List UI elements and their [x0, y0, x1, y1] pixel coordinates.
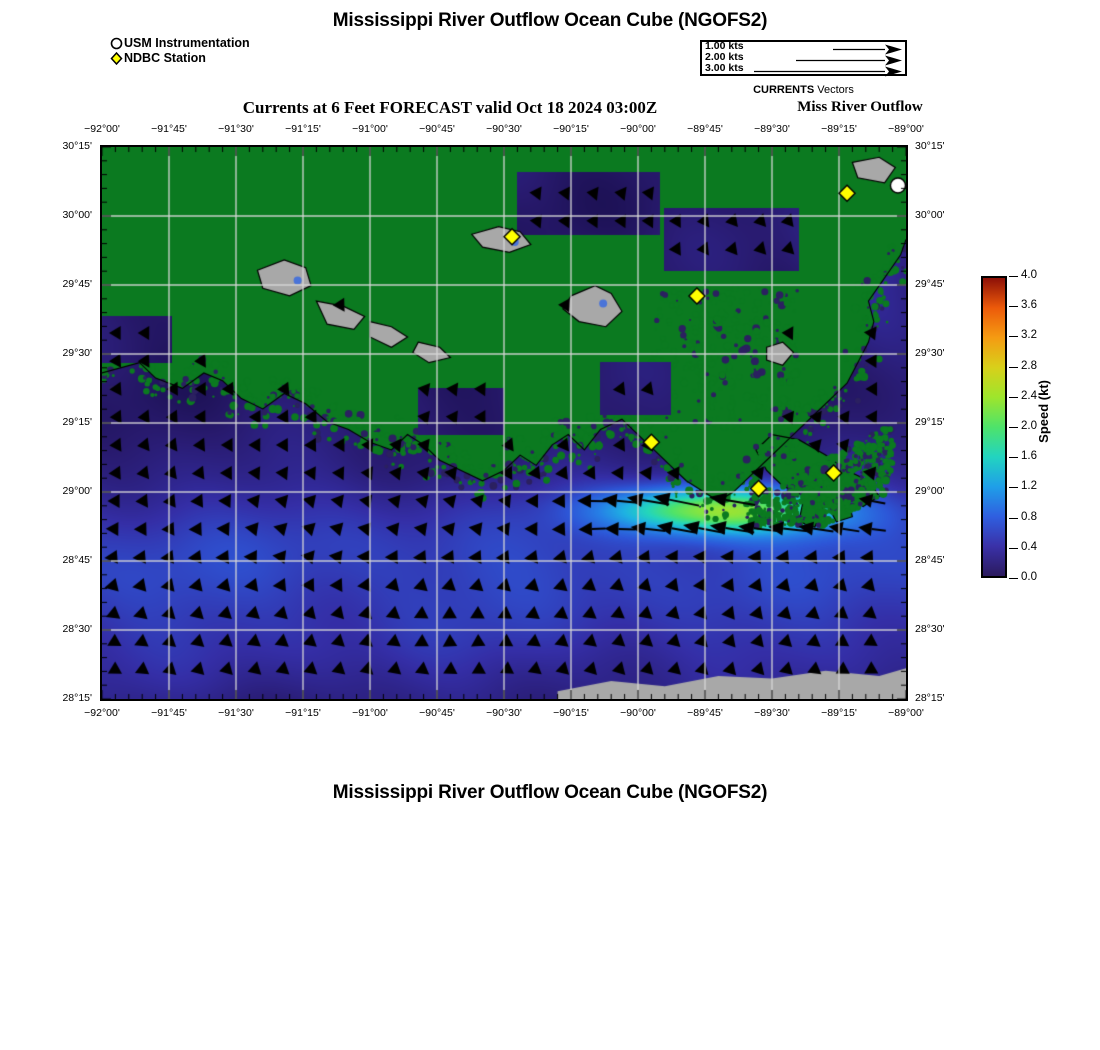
- legend-item-usm: USM Instrumentation: [108, 36, 250, 50]
- x-tick-label-top-8: −90°00': [620, 123, 656, 135]
- colorbar-tick-9: [1009, 547, 1018, 549]
- vector-scale-caption: CURRENTS Vectors: [700, 84, 907, 96]
- region-label: Miss River Outflow: [797, 99, 923, 115]
- circle-marker-icon: [108, 36, 124, 50]
- y-tick-label-left-7: 28°30': [62, 623, 92, 635]
- colorbar-tick-1: [1009, 306, 1018, 308]
- diamond-marker-icon: [108, 51, 124, 65]
- x-tick-label-top-6: −90°30': [486, 123, 522, 135]
- vector-scale-row-3: 3.00 kts: [702, 62, 905, 77]
- colorbar-tick-label-5: 2.0: [1021, 420, 1037, 432]
- y-tick-label-right-4: 29°15': [915, 416, 945, 428]
- colorbar-tick-label-7: 1.2: [1021, 480, 1037, 493]
- y-tick-label-right-8: 28°15': [915, 692, 945, 704]
- colorbar: [981, 276, 1007, 578]
- x-tick-label-top-0: −92°00': [84, 123, 120, 135]
- vector-arrow-icon-1: [823, 42, 903, 55]
- x-tick-label-top-2: −91°30': [218, 123, 254, 135]
- colorbar-tick-label-4: 2.4: [1021, 389, 1037, 402]
- colorbar-title: Speed (kt): [1036, 380, 1051, 443]
- y-tick-label-left-4: 29°15': [62, 416, 92, 428]
- y-tick-label-left-3: 29°30': [62, 347, 92, 359]
- vector-scale-row-1: 1.00 kts: [702, 40, 905, 55]
- x-tick-label-bottom-1: −91°45': [151, 707, 187, 719]
- vector-scale-label-2: 2.00 kts: [705, 51, 744, 63]
- x-tick-label-top-4: −91°00': [352, 123, 388, 135]
- currents-map-canvas[interactable]: [102, 147, 906, 699]
- colorbar-tick-label-9: 0.4: [1021, 540, 1037, 553]
- colorbar-tick-0: [1009, 276, 1018, 277]
- colorbar-tick-label-6: 1.6: [1021, 450, 1037, 463]
- vector-scale-label-1: 1.00 kts: [705, 40, 744, 52]
- legend-label-ndbc: NDBC Station: [124, 51, 206, 65]
- x-tick-label-top-7: −90°15': [553, 123, 589, 135]
- x-tick-label-bottom-12: −89°00': [888, 707, 924, 719]
- legend-item-ndbc: NDBC Station: [108, 51, 250, 65]
- x-tick-label-top-3: −91°15': [285, 123, 321, 135]
- x-tick-label-bottom-8: −90°00': [620, 707, 656, 719]
- y-tick-label-right-5: 29°00': [915, 485, 945, 497]
- x-tick-label-bottom-4: −91°00': [352, 707, 388, 719]
- x-tick-label-bottom-3: −91°15': [285, 707, 321, 719]
- y-tick-label-right-2: 29°45': [915, 278, 945, 290]
- x-tick-label-bottom-11: −89°15': [821, 707, 857, 719]
- colorbar-tick-5: [1009, 427, 1018, 428]
- chart-subtitle: Currents at 6 Feet FORECAST valid Oct 18…: [242, 98, 658, 117]
- colorbar-tick-4: [1009, 396, 1018, 398]
- x-tick-label-bottom-0: −92°00': [84, 707, 120, 719]
- x-tick-label-bottom-9: −89°45': [687, 707, 723, 719]
- y-tick-label-left-2: 29°45': [62, 278, 92, 290]
- colorbar-tick-10: [1009, 578, 1018, 579]
- vector-scale-caption-bold: CURRENTS: [753, 84, 815, 96]
- x-tick-label-top-12: −89°00': [888, 123, 924, 135]
- page-title: Mississippi River Outflow Ocean Cube (NG…: [332, 10, 768, 31]
- x-tick-label-bottom-5: −90°45': [419, 707, 455, 719]
- colorbar-tick-label-10: 0.0: [1021, 571, 1037, 583]
- marker-legend: USM Instrumentation NDBC Station: [108, 36, 250, 66]
- vector-scale-legend: 1.00 kts 2.00 kts 3.00 kts: [700, 40, 907, 77]
- colorbar-tick-label-3: 2.8: [1021, 359, 1037, 372]
- x-tick-label-top-9: −89°45': [687, 123, 723, 135]
- x-tick-label-bottom-6: −90°30': [486, 707, 522, 719]
- x-tick-label-top-5: −90°45': [419, 123, 455, 135]
- colorbar-tick-label-8: 0.8: [1021, 510, 1037, 523]
- y-tick-label-right-7: 28°30': [915, 623, 945, 635]
- x-tick-label-bottom-10: −89°30': [754, 707, 790, 719]
- x-tick-label-bottom-7: −90°15': [553, 707, 589, 719]
- vector-scale-label-3: 3.00 kts: [705, 62, 744, 74]
- x-tick-label-bottom-2: −91°30': [218, 707, 254, 719]
- x-tick-label-top-10: −89°30': [754, 123, 790, 135]
- y-tick-label-left-1: 30°00': [62, 209, 92, 221]
- y-tick-label-left-6: 28°45': [62, 554, 92, 566]
- y-tick-label-right-3: 29°30': [915, 347, 945, 359]
- colorbar-tick-2: [1009, 336, 1018, 338]
- x-tick-label-top-11: −89°15': [821, 123, 857, 135]
- y-tick-label-right-1: 30°00': [915, 209, 945, 221]
- vector-arrow-icon-2: [788, 53, 903, 66]
- y-tick-label-left-0: 30°15': [62, 140, 92, 152]
- colorbar-tick-6: [1009, 457, 1018, 459]
- x-tick-label-top-1: −91°45': [151, 123, 187, 135]
- bottom-title: Mississippi River Outflow Ocean Cube (NG…: [332, 782, 768, 803]
- y-tick-label-right-0: 30°15': [915, 140, 945, 152]
- map-plot-area[interactable]: [100, 145, 908, 701]
- y-tick-label-right-6: 28°45': [915, 554, 945, 566]
- colorbar-tick-7: [1009, 487, 1018, 489]
- y-tick-label-left-8: 28°15': [62, 692, 92, 704]
- colorbar-tick-label-0: 4.0: [1021, 269, 1037, 281]
- colorbar-tick-8: [1009, 517, 1018, 519]
- colorbar-tick-3: [1009, 366, 1018, 368]
- vector-scale-row-2: 2.00 kts: [702, 51, 905, 66]
- y-tick-label-left-5: 29°00': [62, 485, 92, 497]
- vector-scale-caption-rest: Vectors: [814, 84, 854, 96]
- vector-arrow-icon-3: [748, 64, 903, 77]
- colorbar-tick-label-2: 3.2: [1021, 329, 1037, 342]
- colorbar-tick-label-1: 3.6: [1021, 299, 1037, 312]
- legend-label-usm: USM Instrumentation: [124, 36, 250, 50]
